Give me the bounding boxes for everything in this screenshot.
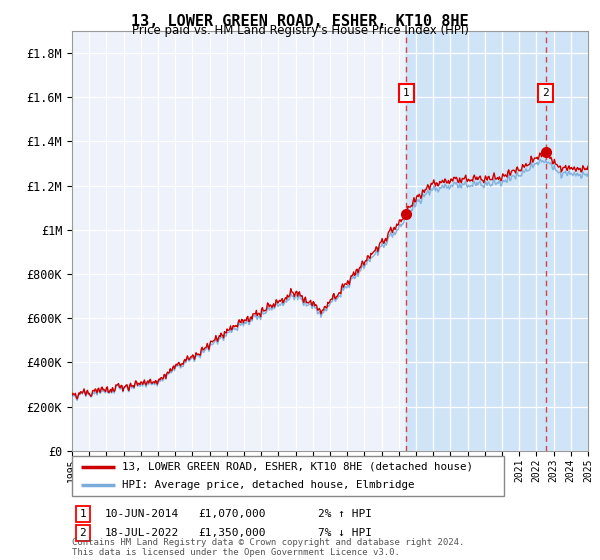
Text: 1: 1 xyxy=(79,509,86,519)
Text: 10-JUN-2014: 10-JUN-2014 xyxy=(105,509,179,519)
Text: Contains HM Land Registry data © Crown copyright and database right 2024.
This d: Contains HM Land Registry data © Crown c… xyxy=(72,538,464,557)
Bar xyxy=(406,31,588,451)
Text: 2% ↑ HPI: 2% ↑ HPI xyxy=(318,509,372,519)
Text: Price paid vs. HM Land Registry's House Price Index (HPI): Price paid vs. HM Land Registry's House … xyxy=(131,24,469,37)
Text: 2: 2 xyxy=(79,528,86,538)
Text: 18-JUL-2022: 18-JUL-2022 xyxy=(105,528,179,538)
Text: 2: 2 xyxy=(542,88,549,97)
Text: 13, LOWER GREEN ROAD, ESHER, KT10 8HE: 13, LOWER GREEN ROAD, ESHER, KT10 8HE xyxy=(131,14,469,29)
Text: 13, LOWER GREEN ROAD, ESHER, KT10 8HE (detached house): 13, LOWER GREEN ROAD, ESHER, KT10 8HE (d… xyxy=(122,462,473,472)
Text: £1,350,000: £1,350,000 xyxy=(198,528,265,538)
Text: 1: 1 xyxy=(403,88,410,97)
Text: £1,070,000: £1,070,000 xyxy=(198,509,265,519)
Text: HPI: Average price, detached house, Elmbridge: HPI: Average price, detached house, Elmb… xyxy=(122,480,414,490)
Text: 7% ↓ HPI: 7% ↓ HPI xyxy=(318,528,372,538)
FancyBboxPatch shape xyxy=(72,456,504,496)
